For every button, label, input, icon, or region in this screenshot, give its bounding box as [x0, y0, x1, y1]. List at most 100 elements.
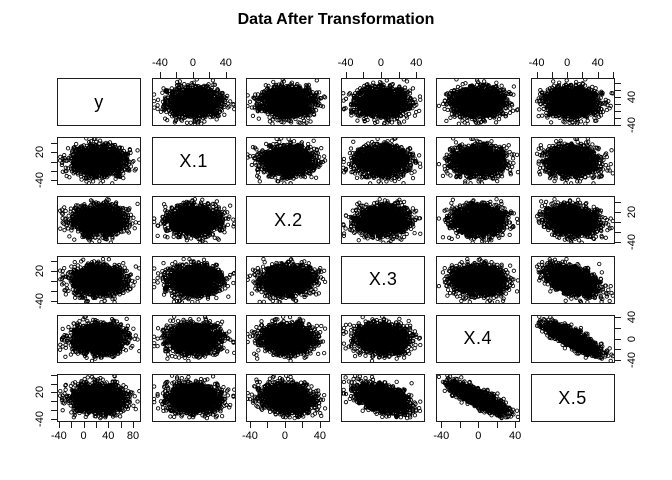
- variable-label: X.3: [368, 269, 398, 290]
- diag-label-panel-X.2: X.2: [246, 196, 331, 245]
- scatter-canvas: [58, 138, 140, 185]
- scatter-panel-r3c6: [530, 196, 615, 245]
- diag-label-panel-X.1: X.1: [151, 137, 236, 186]
- axis-tick: [58, 422, 60, 428]
- scatter-panel-r6c3: [246, 374, 331, 422]
- axis-tick: [51, 142, 57, 144]
- scatter-canvas: [152, 315, 235, 362]
- axis-tick: [614, 359, 621, 361]
- axis-tick-label: 0: [377, 57, 384, 69]
- scatter-panel-r4c1: [57, 255, 141, 304]
- scatter-canvas: [342, 138, 425, 185]
- scatter-panel-r1c6: [530, 78, 615, 126]
- axis-tick-label: -40: [625, 116, 638, 133]
- axis-tick-label: 40: [313, 430, 327, 442]
- axis-tick-label: -40: [433, 430, 450, 442]
- diag-label-panel-X.3: X.3: [341, 255, 426, 304]
- scatter-canvas: [342, 197, 425, 244]
- axis-tick: [614, 89, 621, 91]
- scatter-panel-r1c2: [151, 78, 236, 126]
- axis-tick: [51, 152, 57, 154]
- axis-tick: [614, 232, 621, 234]
- scatter-panel-r2c5: [435, 137, 520, 186]
- scatter-canvas: [247, 79, 330, 125]
- scatter-canvas: [531, 138, 614, 185]
- axis-tick: [416, 72, 418, 78]
- scatter-canvas: [58, 197, 140, 244]
- axis-tick: [614, 327, 621, 329]
- scatter-panel-r5c6: [530, 314, 615, 363]
- axis-tick-label: 20: [625, 206, 638, 219]
- axis-tick-label: 40: [509, 430, 522, 442]
- axis-tick: [159, 72, 161, 78]
- axis-tick: [380, 72, 382, 78]
- axis-tick-label: 80: [126, 430, 140, 442]
- axis-tick: [225, 72, 227, 78]
- scatter-panel-r4c5: [435, 255, 520, 304]
- diag-label-panel-X.4: X.4: [435, 314, 520, 363]
- axis-tick-label: -40: [625, 234, 638, 251]
- scatter-panel-r6c1: [57, 374, 141, 422]
- axis-tick-label: 0: [475, 430, 482, 442]
- axis-tick-label: 0: [80, 430, 87, 442]
- scatter-canvas: [531, 315, 614, 362]
- axis-tick: [597, 72, 599, 78]
- axis-tick: [120, 422, 122, 428]
- axis-tick: [51, 260, 57, 262]
- scatter-canvas: [152, 79, 235, 125]
- axis-tick: [614, 349, 621, 351]
- axis-tick: [319, 422, 321, 428]
- axis-tick: [71, 422, 73, 428]
- axis-tick: [441, 422, 443, 428]
- scatter-canvas: [152, 375, 235, 421]
- scatter-panel-r2c1: [57, 137, 141, 186]
- scatter-canvas: [436, 375, 519, 421]
- axis-tick-label: 20: [34, 386, 46, 399]
- axis-tick: [614, 242, 621, 244]
- scatter-canvas: [342, 79, 425, 125]
- axis-tick-label: -40: [34, 410, 46, 427]
- axis-tick: [614, 103, 621, 105]
- axis-tick: [515, 422, 517, 428]
- scatter-canvas: [531, 79, 614, 125]
- scatter-panel-r6c5: [435, 374, 520, 422]
- axis-tick-label: -40: [151, 57, 168, 69]
- axis-tick: [108, 422, 110, 428]
- axis-tick: [478, 422, 480, 428]
- axis-tick: [209, 72, 211, 78]
- axis-tick: [132, 422, 134, 428]
- scatter-panel-r5c1: [57, 314, 141, 363]
- axis-tick-label: -40: [337, 57, 354, 69]
- axis-tick-label: -40: [625, 351, 638, 368]
- scatter-canvas: [436, 138, 519, 185]
- scatter-panel-r1c4: [341, 78, 426, 126]
- axis-tick: [614, 110, 621, 112]
- axis-tick-label: 20: [34, 146, 46, 159]
- scatter-canvas: [58, 315, 140, 362]
- scatter-canvas: [152, 256, 235, 303]
- axis-tick-label: 0: [564, 57, 571, 69]
- axis-tick: [614, 124, 621, 126]
- axis-tick: [51, 280, 57, 282]
- axis-tick-label: 40: [625, 90, 638, 103]
- axis-tick-label: 40: [625, 311, 638, 324]
- axis-tick: [582, 72, 584, 78]
- axis-tick: [614, 222, 621, 224]
- axis-tick: [612, 72, 614, 78]
- variable-label: X.4: [463, 328, 493, 349]
- axis-tick: [51, 374, 57, 376]
- chart-title: Data After Transformation: [237, 11, 435, 28]
- scatter-panel-r2c6: [530, 137, 615, 186]
- axis-tick-label: -40: [50, 430, 67, 442]
- variable-label: X.5: [558, 387, 587, 408]
- axis-tick: [51, 180, 57, 182]
- axis-tick-label: -40: [241, 430, 258, 442]
- axis-tick: [496, 422, 498, 428]
- scatter-canvas: [531, 197, 614, 244]
- axis-tick: [51, 171, 57, 173]
- scatter-canvas: [531, 256, 614, 303]
- scatter-canvas: [247, 256, 330, 303]
- axis-tick: [398, 72, 400, 78]
